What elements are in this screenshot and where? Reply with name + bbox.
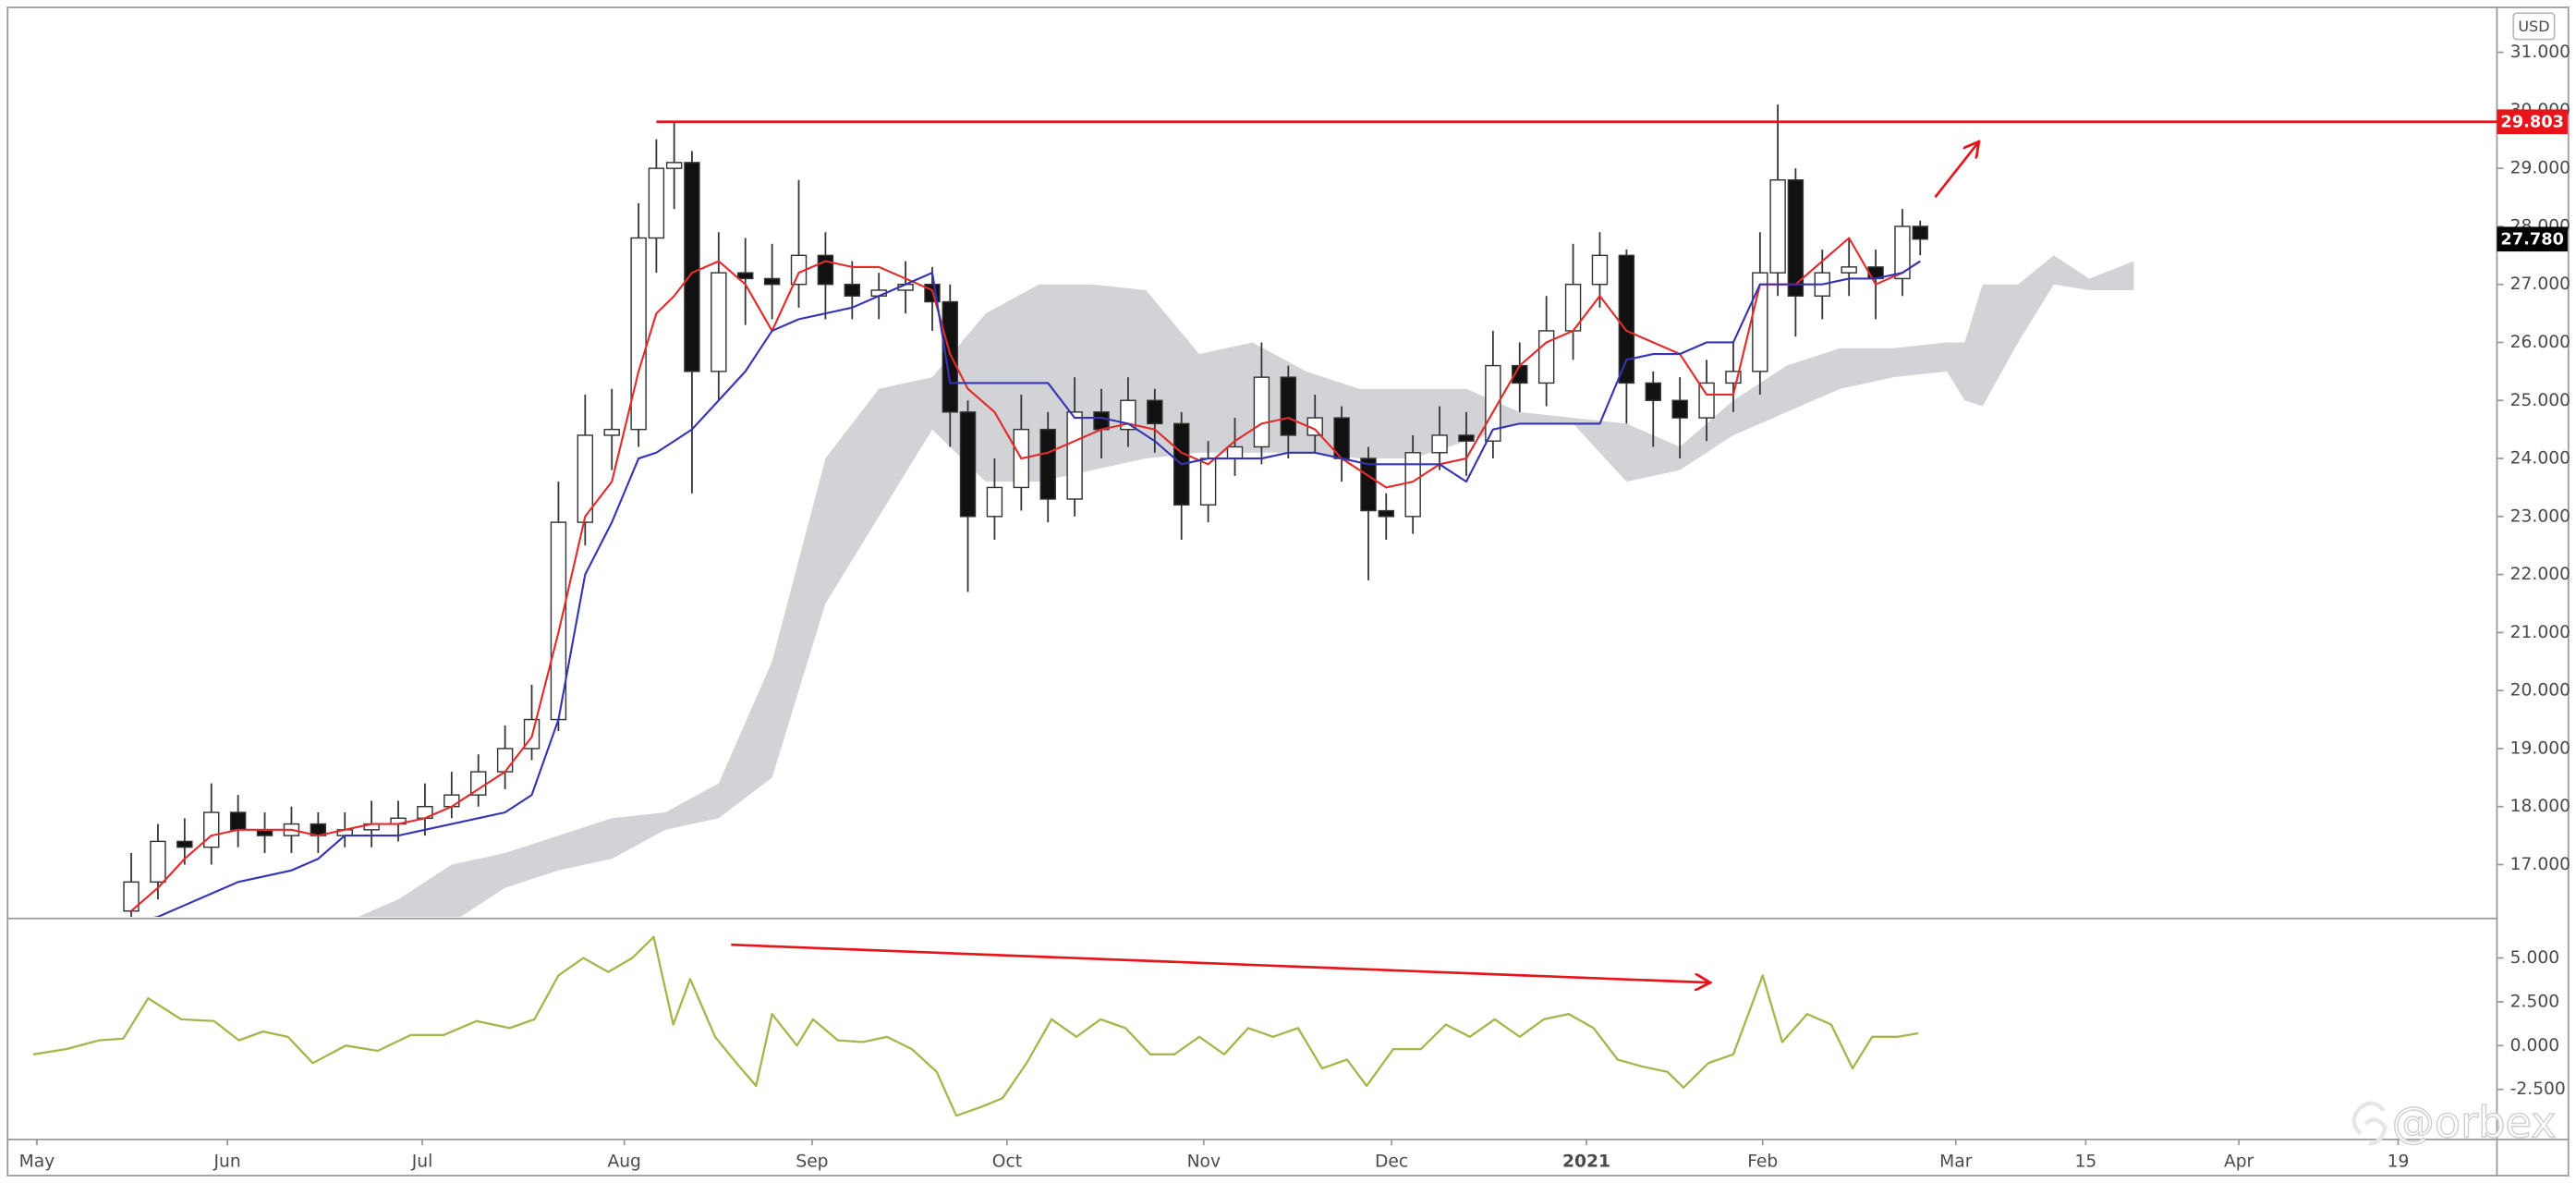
x-tick-label: Aug	[607, 1152, 640, 1171]
x-tick-label: Feb	[1747, 1152, 1778, 1171]
x-tick-label: Mar	[1939, 1152, 1973, 1171]
watermark-logo	[2351, 1101, 2388, 1146]
candle-body	[203, 811, 220, 848]
last-price-box	[2497, 226, 2568, 252]
x-tick-label: Nov	[1187, 1152, 1221, 1171]
x-tick-label: Oct	[992, 1152, 1022, 1171]
axes: 17.000 18.000 19.000 20.000 21.000 22.000 23.0…	[19, 43, 2570, 1171]
y-tick-label: 29.000	[2510, 159, 2570, 178]
candle-body	[1378, 509, 1394, 518]
candle-body	[736, 272, 754, 280]
candle-body	[1458, 434, 1475, 442]
oscillator-pane	[32, 935, 1919, 1117]
candle-body	[1787, 179, 1804, 297]
y-tick-label: -2.500	[2510, 1079, 2566, 1099]
candle-body	[1093, 411, 1110, 431]
candle-body	[1360, 457, 1377, 512]
watermark: @orbex	[2392, 1097, 2557, 1147]
y-tick-label: 21.000	[2510, 623, 2570, 642]
candle-body	[444, 794, 460, 808]
candle-body	[577, 434, 594, 523]
candle-body	[630, 237, 647, 431]
y-tick-label: 0.000	[2510, 1036, 2559, 1055]
candle-body	[1591, 254, 1609, 286]
candle-body	[1431, 434, 1448, 454]
currency: USD	[2518, 18, 2549, 35]
candle-body	[1671, 399, 1688, 419]
candle-body	[1199, 457, 1217, 506]
candle-body	[1618, 254, 1635, 384]
candle-body	[1537, 330, 1555, 384]
x-tick-label: Jul	[411, 1152, 433, 1171]
x-tick-label: 19	[2388, 1152, 2410, 1171]
candle-body	[711, 272, 727, 372]
up-arrow	[1934, 143, 1977, 199]
price-pane	[123, 104, 2497, 917]
candle-body	[1912, 226, 1928, 240]
candle-body	[986, 486, 1003, 518]
divergence-arrow	[731, 943, 1708, 982]
indicator-line	[152, 260, 1921, 917]
x-tick-label: 15	[2075, 1152, 2097, 1171]
candle-body	[763, 277, 781, 286]
y-tick-label: 27.000	[2510, 274, 2570, 294]
y-tick-label: 18.000	[2510, 797, 2570, 816]
last-price-label: 27.780	[2500, 231, 2564, 250]
candle-body	[1039, 428, 1056, 500]
candle-body	[1404, 452, 1421, 518]
y-tick-label: 23.000	[2510, 506, 2570, 526]
candle-body	[496, 748, 514, 773]
candle-body	[665, 162, 683, 169]
candle-body	[1253, 376, 1270, 448]
candle-body	[648, 167, 665, 239]
candle-body	[1841, 266, 1857, 274]
y-tick-label: 20.000	[2510, 681, 2570, 701]
x-tick-label: 2021	[1562, 1152, 1610, 1171]
candle-body	[844, 284, 861, 297]
y-tick-label: 2.500	[2510, 992, 2559, 1011]
candle-body	[1698, 382, 1715, 419]
level-label: 29.803	[2500, 114, 2564, 132]
frame	[6, 6, 2570, 1177]
candle-body	[1894, 226, 1911, 280]
level-label-box	[2497, 109, 2568, 135]
currency-box	[2512, 12, 2556, 41]
candle-body	[229, 811, 247, 831]
candle-body	[684, 162, 700, 372]
candle-body	[1066, 411, 1083, 500]
y-tick-label: 26.000	[2510, 333, 2570, 352]
candle-body	[817, 254, 834, 286]
candle-body	[1280, 376, 1297, 436]
candle-body	[1645, 382, 1661, 401]
x-tick-label: Sep	[796, 1152, 828, 1171]
x-tick-label: Dec	[1375, 1152, 1408, 1171]
candle-body	[176, 840, 193, 848]
x-tick-label: Jun	[213, 1152, 241, 1171]
y-tick-label: 5.000	[2510, 948, 2559, 968]
candle-body	[959, 411, 977, 518]
y-tick-label: 25.000	[2510, 391, 2570, 410]
y-tick-label: 17.000	[2510, 855, 2570, 874]
y-tick-label: 22.000	[2510, 565, 2570, 584]
candle-body	[1147, 399, 1163, 425]
candle-body	[150, 840, 166, 884]
y-tick-label: 31.000	[2510, 43, 2570, 62]
x-tick-label: May	[19, 1152, 55, 1171]
ichimoku-cloud	[358, 255, 2134, 917]
y-tick-label: 24.000	[2510, 449, 2570, 469]
indicator-line	[130, 237, 1921, 912]
candle-body	[1485, 364, 1501, 442]
candle-body	[1769, 179, 1786, 274]
oscillator-line	[32, 935, 1919, 1117]
y-tick-label: 19.000	[2510, 738, 2570, 758]
x-tick-label: Apr	[2224, 1152, 2254, 1171]
candle-body	[942, 300, 958, 413]
candle-body	[1226, 445, 1244, 459]
candle-body	[603, 428, 620, 436]
